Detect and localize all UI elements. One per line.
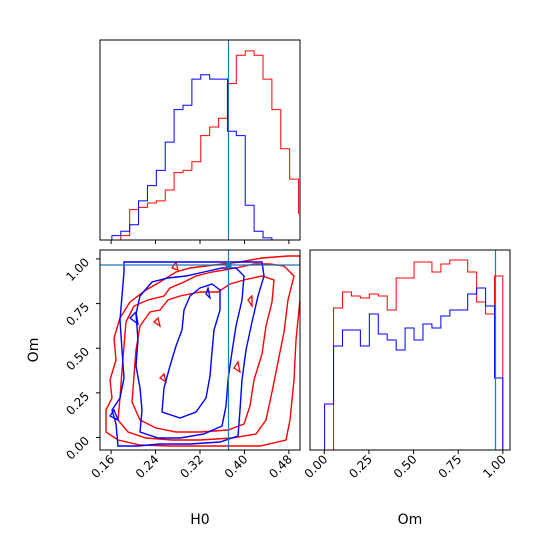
contour-truth-marker	[225, 262, 232, 268]
om-hist-frame	[309, 249, 511, 451]
contour-red-island-4	[247, 294, 253, 309]
contour-frame	[99, 249, 301, 451]
om-hist-xticks: 0.00 0.25 0.50 0.75 1.00	[302, 450, 509, 481]
om-hist-bars	[315, 259, 510, 451]
contour-ytick-label: 0.00	[63, 434, 92, 463]
om-xtick-label: 0.25	[346, 452, 375, 481]
h0-hist-xticks	[110, 240, 290, 244]
x-axis-label-om: Om	[398, 512, 423, 528]
contour-red-island-1	[170, 260, 179, 271]
contour-yticks: 0.00 0.25 0.50 0.75 1.00	[63, 255, 100, 463]
contour-xtick-label: 0.32	[177, 452, 206, 481]
contour-red-island-5	[158, 372, 168, 384]
h0-hist-bars	[103, 50, 300, 241]
contour-ytick-label: 0.50	[63, 344, 92, 373]
contour-blue-island-2	[109, 408, 120, 422]
x-axis-label-h0: H0	[190, 512, 209, 528]
contour-ytick-label: 0.75	[63, 300, 92, 329]
contour-xtick-label: 0.40	[222, 452, 251, 481]
contour-blue-outer	[111, 261, 265, 447]
hist-series-red	[315, 259, 510, 451]
contour-red-island-2	[152, 316, 162, 328]
hist-series-blue	[103, 74, 299, 241]
contour-ytick-label: 1.00	[63, 255, 92, 284]
contour-blue-inner	[161, 283, 221, 419]
contour-red-island-3	[233, 360, 241, 374]
contour-panel: 0.16 0.24 0.32 0.40 0.48 0.00 0.25 0.50 0.75 1.0…	[26, 249, 301, 528]
hist-series-blue	[315, 287, 510, 451]
contour-xtick-label: 0.16	[88, 452, 117, 481]
hist-series-red	[103, 50, 300, 241]
om-xtick-label: 0.00	[302, 452, 331, 481]
om-xtick-label: 0.75	[436, 452, 465, 481]
h0-histogram-panel	[99, 39, 301, 244]
y-axis-label-om: Om	[26, 338, 42, 363]
contour-red-inner	[131, 275, 275, 433]
contour-xticks: 0.16 0.24 0.32 0.40 0.48	[88, 450, 295, 481]
contour-red-middle	[117, 263, 295, 441]
om-xtick-label: 0.50	[391, 452, 420, 481]
contour-red-outer	[105, 255, 300, 447]
contour-xtick-label: 0.48	[266, 452, 295, 481]
om-xtick-label: 1.00	[480, 452, 509, 481]
contour-blue-island-3	[205, 285, 212, 300]
contour-blue-island-1	[129, 310, 139, 326]
contour-ytick-label: 0.25	[63, 389, 92, 418]
contour-xtick-label: 0.24	[133, 452, 162, 481]
om-histogram-panel: 0.00 0.25 0.50 0.75 1.00 Om	[302, 249, 511, 528]
